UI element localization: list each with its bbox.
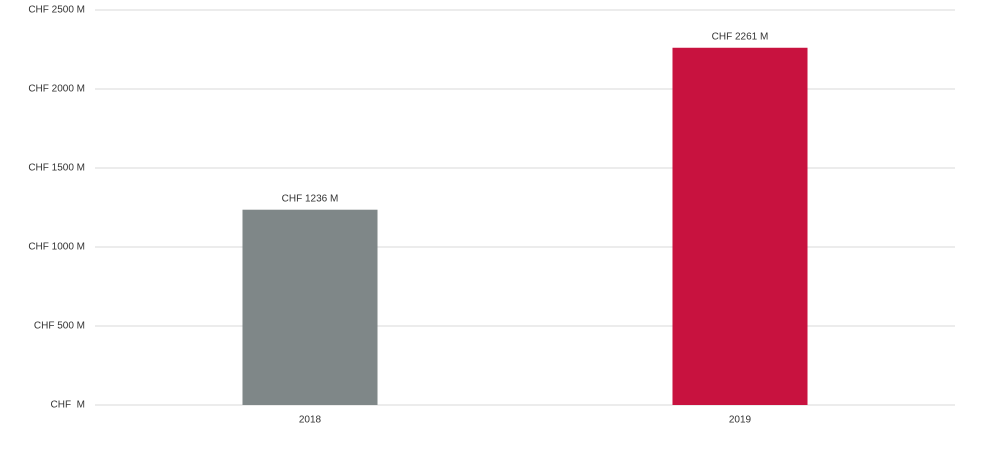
bar <box>242 209 378 405</box>
y-tick-label: CHF 2000 M <box>28 84 85 95</box>
value-label: CHF 1236 M <box>282 193 339 204</box>
bar <box>672 47 808 406</box>
y-tick-label: CHF 1000 M <box>28 242 85 253</box>
y-tick-label: CHF M <box>51 400 85 411</box>
x-tick-label: 2018 <box>299 415 322 426</box>
y-tick-label: CHF 1500 M <box>28 163 85 174</box>
value-label: CHF 2261 M <box>712 31 769 42</box>
y-tick-label: CHF 2500 M <box>28 5 85 16</box>
y-tick-label: CHF 500 M <box>34 321 85 332</box>
x-tick-label: 2019 <box>729 415 752 426</box>
